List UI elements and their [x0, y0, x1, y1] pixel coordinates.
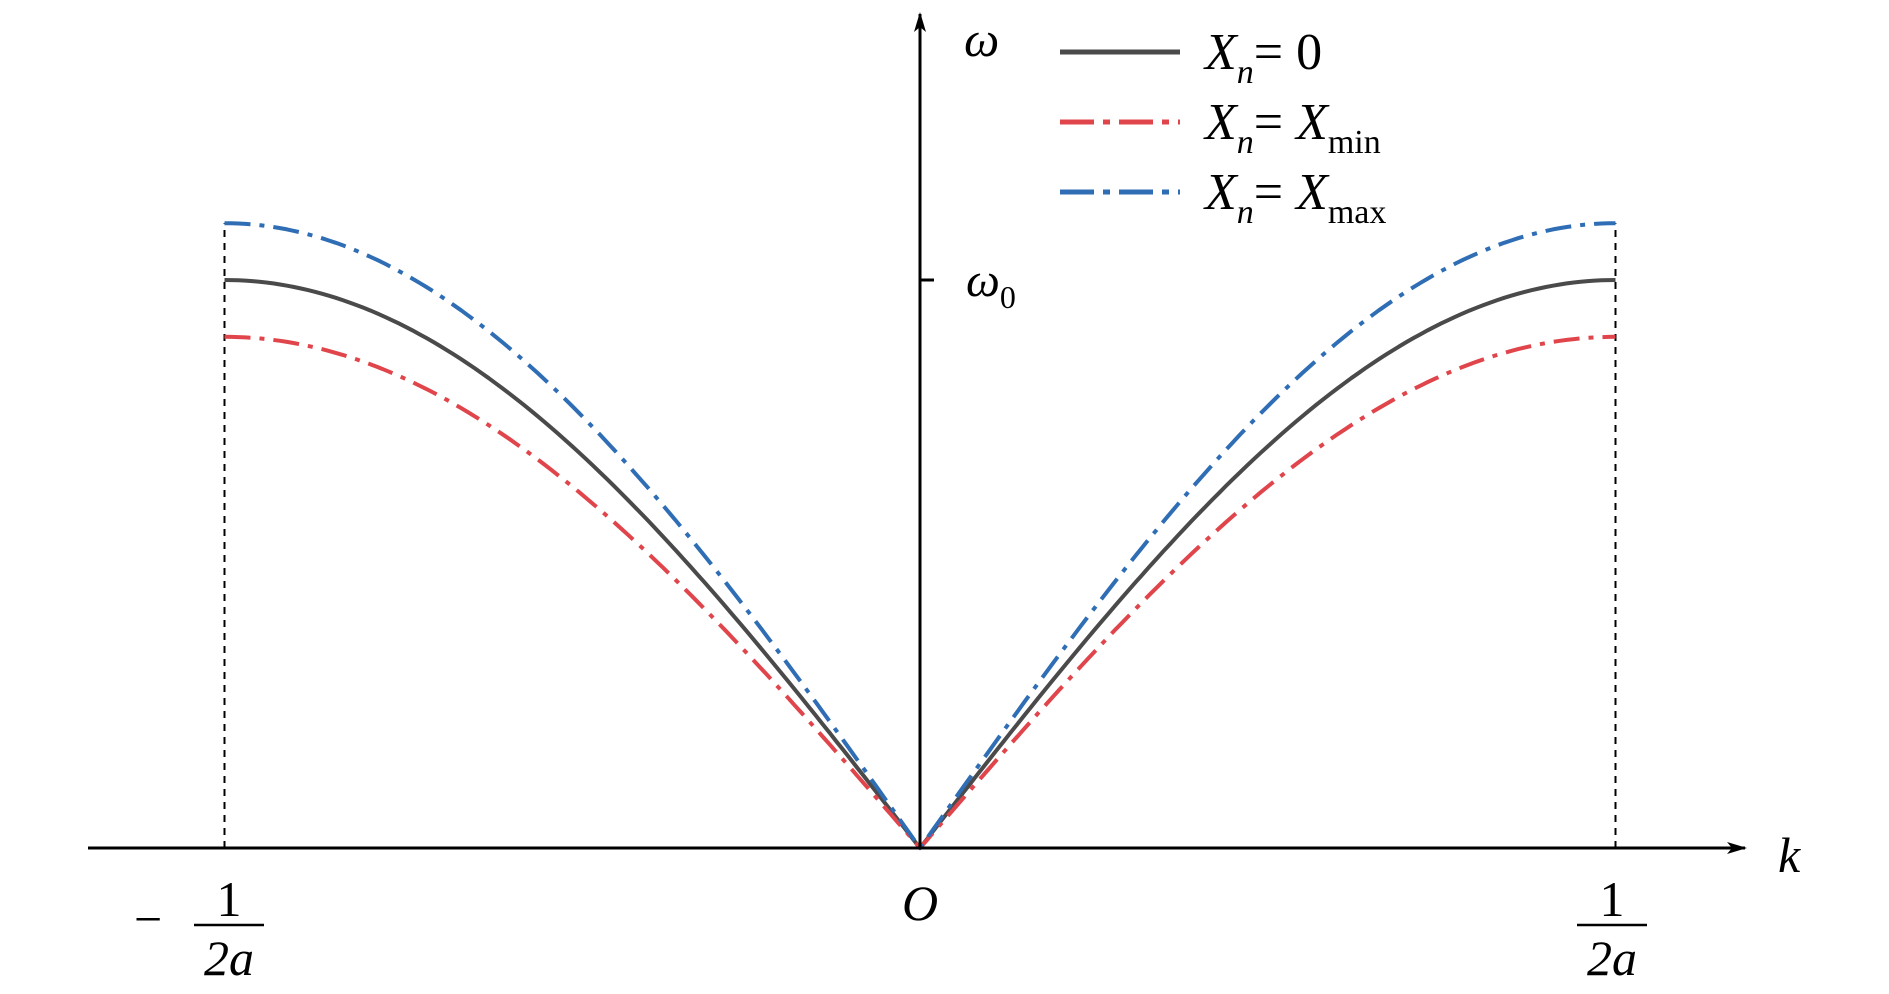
x-tick-left-denominator: 2a	[204, 930, 254, 986]
x-tick-label-left: − 1 2a	[134, 871, 264, 986]
x-tick-label-right: 1 2a	[1577, 871, 1647, 986]
y-tick-label: ω0	[966, 254, 1016, 315]
y-axis-label: ω	[964, 11, 999, 67]
x-axis-label: k	[1778, 827, 1801, 883]
x-tick-right-denominator: 2a	[1587, 930, 1637, 986]
legend-label-2: Xn= Xmax	[1203, 164, 1386, 231]
x-tick-right-numerator: 1	[1600, 871, 1625, 927]
legend-label-1: Xn= Xmin	[1203, 94, 1381, 161]
legend-label-0: Xn= 0	[1203, 24, 1322, 91]
x-tick-left-numerator: 1	[217, 871, 242, 927]
origin-label: O	[902, 875, 938, 931]
x-tick-left-sign: −	[134, 891, 162, 947]
